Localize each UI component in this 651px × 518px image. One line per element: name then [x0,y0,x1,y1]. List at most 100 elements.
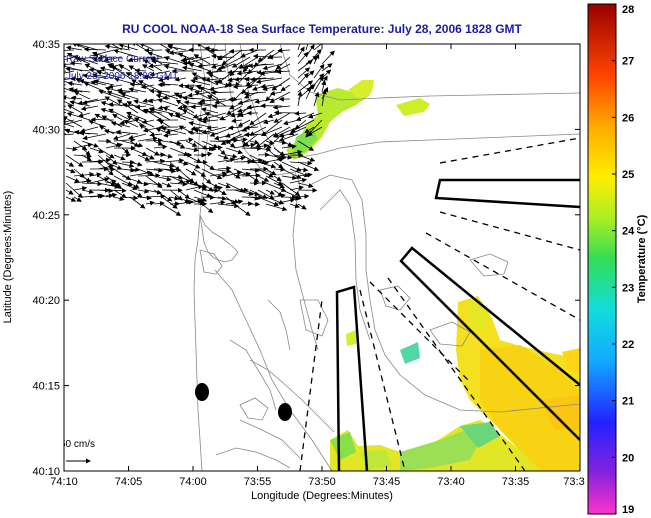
current-vector [257,161,277,169]
current-vector [297,44,303,51]
current-vector [64,108,75,114]
inset-legend: Raw Surface Current July 28, 2006 18:00 … [66,54,178,82]
current-vector [156,90,179,100]
radar-site-2 [278,403,292,421]
current-vector [241,145,263,151]
current-vector [77,98,99,106]
current-vector [65,189,74,195]
current-vector [81,181,103,187]
lane-south-boundary [335,285,369,471]
current-vector [257,168,274,178]
current-vector [304,126,315,134]
current-vector [147,51,163,58]
current-vector [177,137,194,143]
current-vector [236,70,259,76]
current-vector [64,111,67,114]
current-vector [161,182,172,188]
current-vector [281,194,297,200]
current-vector [145,182,163,188]
current-vector [65,168,76,174]
current-vector [65,175,80,183]
current-vector [190,78,211,86]
current-vector [106,90,131,100]
current-vector [217,147,226,156]
current-vector [116,88,139,94]
current-vector [233,189,254,197]
current-vector [255,133,275,149]
x-tick-label: 73:50 [308,476,336,488]
y-axis: 40:35 40:30 40:25 40:20 40:15 40:10 [32,39,580,478]
current-vector [153,144,168,150]
current-vector [64,119,75,125]
current-vector [167,44,187,51]
current-vector [137,173,161,179]
current-vector [73,172,95,177]
current-vector [201,107,219,114]
current-vector [97,147,115,159]
current-vector [217,137,239,143]
current-vector [188,62,211,72]
current-vector [143,59,163,72]
current-vector [137,188,150,194]
current-vector [289,177,308,184]
current-vector [185,140,198,147]
current-vector [273,139,288,145]
current-vector [138,80,163,93]
current-vector [65,66,91,72]
current-vector [262,63,283,71]
current-vector [153,200,165,206]
current-vector [177,179,192,184]
current-vector [283,119,299,126]
current-vector [72,55,99,65]
current-vector [115,129,139,135]
current-vector [297,167,309,173]
current-vector [148,107,171,121]
current-vector [193,168,207,177]
current-vector [113,175,133,186]
current-vector [155,93,171,100]
current-vector [209,182,219,189]
current-vector [321,89,327,107]
current-vector [169,140,186,149]
current-vector [67,104,83,114]
current-vector [201,168,223,180]
current-vector [66,45,83,51]
current-vector [273,112,291,123]
current-vector [289,185,304,191]
current-vector [64,119,83,126]
current-vector [73,142,93,149]
current-vector [201,140,219,149]
current-vector [161,158,185,164]
current-vector [112,133,131,141]
current-vector [116,99,139,114]
current-vector [294,110,307,116]
x-tick-label: 74:05 [115,476,143,488]
current-vector [233,171,251,177]
lane-southeast-boundary [399,246,580,441]
current-vector [233,142,256,149]
current-vector [161,203,182,216]
current-vector [193,140,208,150]
current-vector [272,104,291,110]
current-vector [209,168,232,174]
current-vector [174,112,195,121]
current-vector [281,144,297,150]
current-vector [290,119,315,133]
current-vector [157,98,179,107]
current-vector [169,147,190,157]
current-vector [121,167,136,173]
current-vector [81,154,93,162]
colorbar-tick-label: 28 [622,4,634,16]
current-vector [89,172,102,178]
current-vector [280,84,291,92]
lane-separation-dashes [299,137,580,471]
current-vector [237,119,251,127]
surface-current-vectors [64,44,335,216]
current-vector [105,193,118,198]
current-vector [70,76,83,82]
current-vector [129,167,141,173]
current-vector [228,96,243,102]
current-vector [204,77,227,83]
current-vector [82,98,107,105]
